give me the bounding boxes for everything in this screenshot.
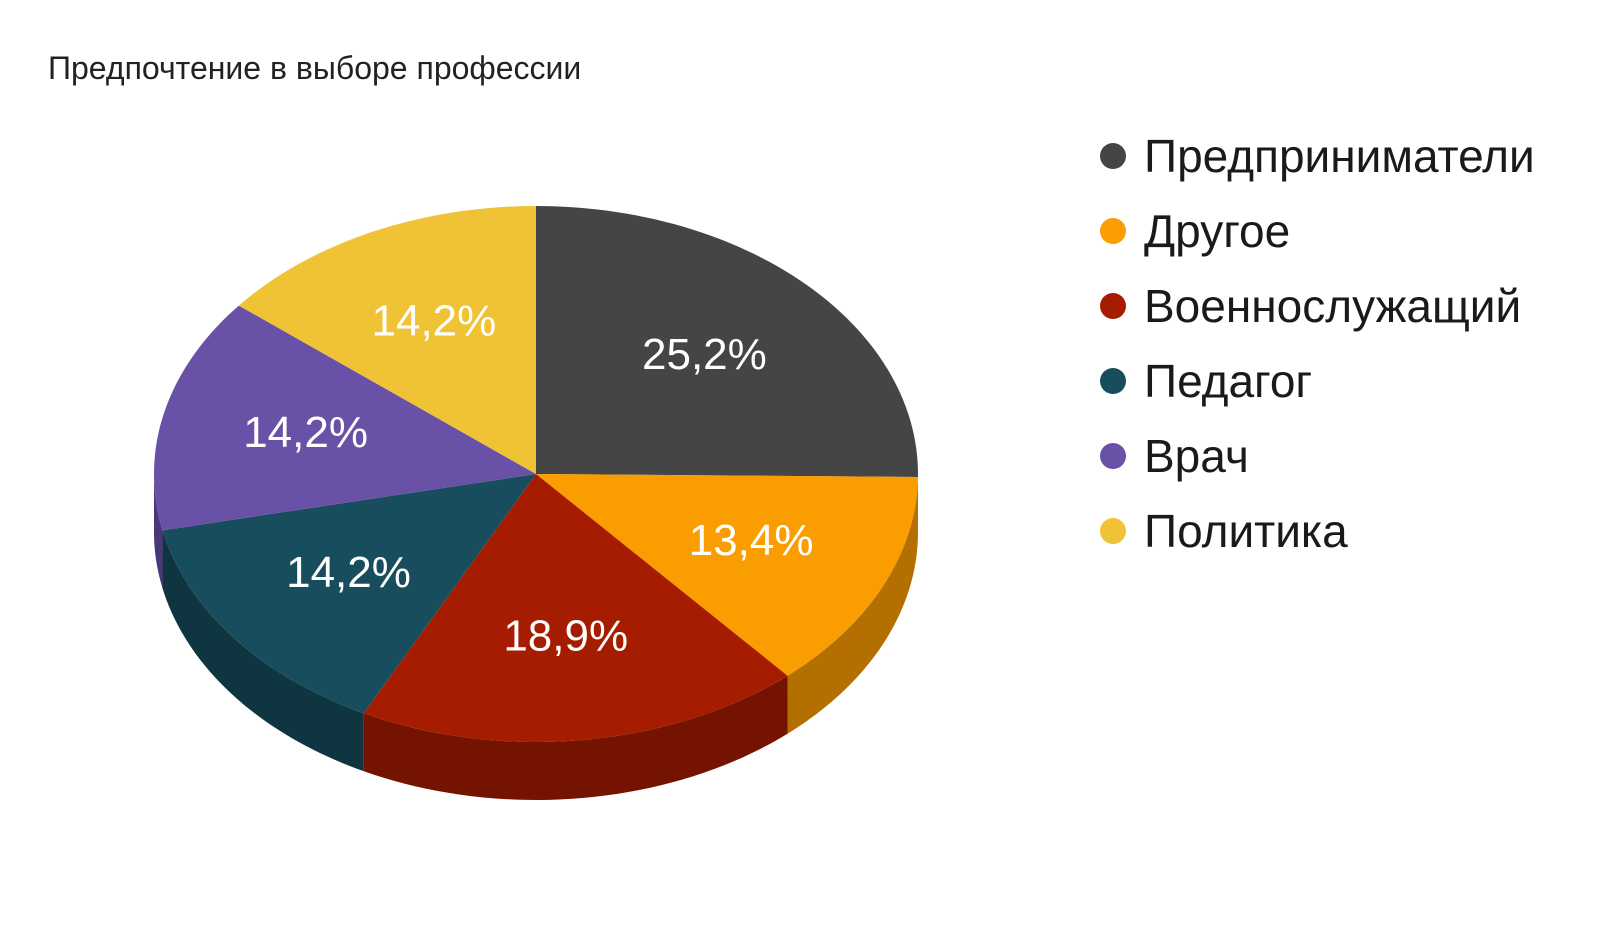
pie-side-4 xyxy=(162,530,364,772)
legend-marker xyxy=(1100,217,1126,244)
data-label-1: 25,2% xyxy=(642,330,767,379)
pie-data-labels: 25,2% 13,4% 18,9% 14,2% 14,2% 14,2% xyxy=(243,297,813,661)
data-label-5: 14,2% xyxy=(243,408,368,457)
data-label-4: 14,2% xyxy=(286,548,411,597)
data-label-2: 13,4% xyxy=(689,516,814,565)
legend-marker xyxy=(1100,142,1126,169)
legend-item[interactable]: Педагог xyxy=(1100,343,1535,418)
pie-slices xyxy=(154,206,918,742)
legend-item[interactable]: Политика xyxy=(1100,493,1535,568)
chart-title: Предпочтение в выборе профессии xyxy=(48,50,582,86)
legend-marker xyxy=(1100,367,1126,394)
pie-slice-3[interactable] xyxy=(363,474,788,742)
pie-slice-1[interactable] xyxy=(536,206,918,477)
legend-item[interactable]: Предприниматели xyxy=(1100,118,1535,193)
legend-label: Педагог xyxy=(1144,354,1313,407)
pie-side-2 xyxy=(787,476,918,734)
legend-marker xyxy=(1100,292,1126,319)
legend-label: Врач xyxy=(1144,429,1249,482)
legend-item[interactable]: Другое xyxy=(1100,193,1535,268)
legend-marker xyxy=(1100,517,1126,544)
pie-slice-6[interactable] xyxy=(238,206,536,474)
legend-item[interactable]: Врач xyxy=(1100,418,1535,493)
pie-side-walls xyxy=(154,474,918,800)
data-label-3: 18,9% xyxy=(503,612,628,661)
legend-label: Предприниматели xyxy=(1144,129,1535,182)
pie-slice-5[interactable] xyxy=(154,305,536,531)
pie-side-3 xyxy=(363,675,788,800)
pie-side-5 xyxy=(154,474,163,589)
legend-label: Военнослужащий xyxy=(1144,279,1522,332)
data-label-6: 14,2% xyxy=(372,297,497,346)
legend-label: Другое xyxy=(1144,204,1291,257)
legend-label: Политика xyxy=(1144,504,1348,557)
legend-marker xyxy=(1100,442,1126,469)
pie-slice-2[interactable] xyxy=(536,474,918,676)
legend-item[interactable]: Военнослужащий xyxy=(1100,268,1535,343)
pie-slice-4[interactable] xyxy=(162,474,537,714)
legend: Предприниматели Другое Военнослужащий Педаг… xyxy=(1100,118,1535,568)
